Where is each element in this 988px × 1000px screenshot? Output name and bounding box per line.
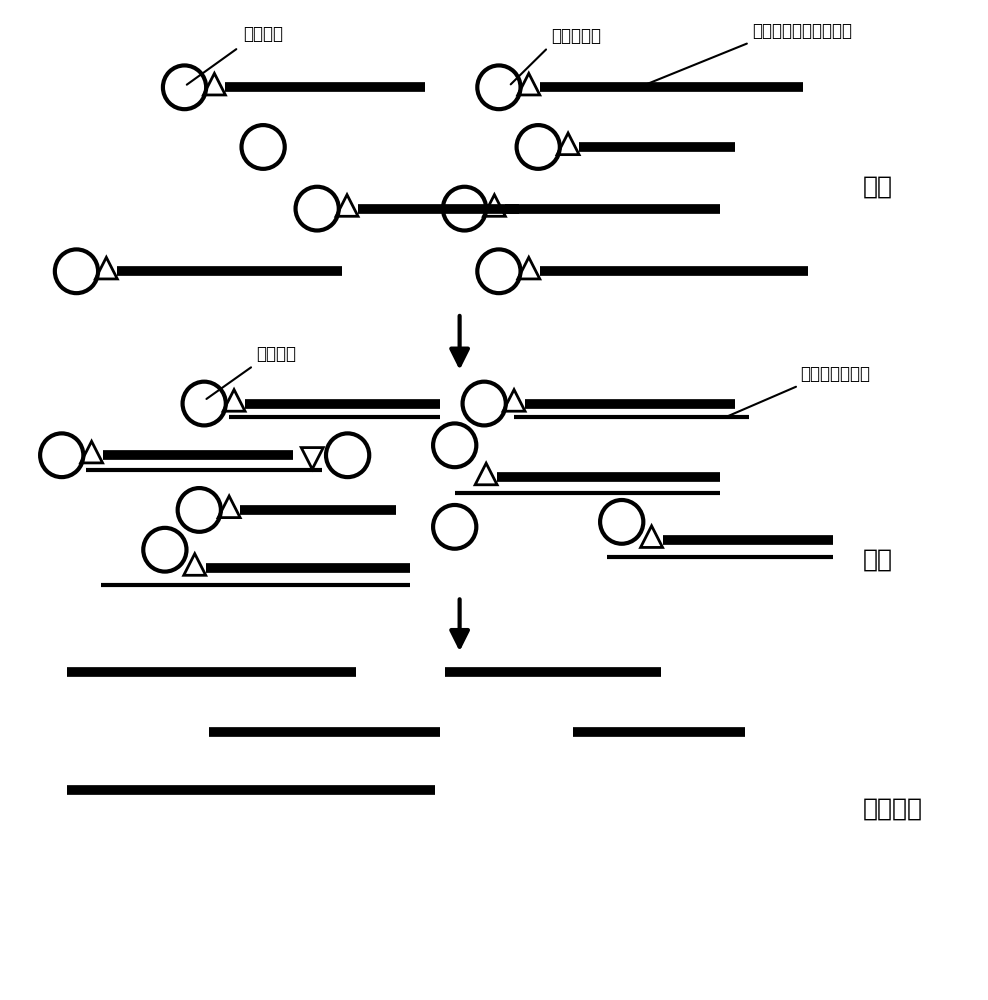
Text: 待捕获核酸片段: 待捕获核酸片段 <box>800 365 870 383</box>
Text: 固相载体: 固相载体 <box>243 25 284 43</box>
Text: 固相载体: 固相载体 <box>256 345 296 363</box>
Text: 变性分离: 变性分离 <box>863 796 923 820</box>
Text: 生物素标记的捕获探针: 生物素标记的捕获探针 <box>753 22 853 40</box>
Text: 捕获: 捕获 <box>863 175 892 199</box>
Text: 生物素标记: 生物素标记 <box>551 27 601 45</box>
Text: 杂交: 杂交 <box>863 548 892 572</box>
